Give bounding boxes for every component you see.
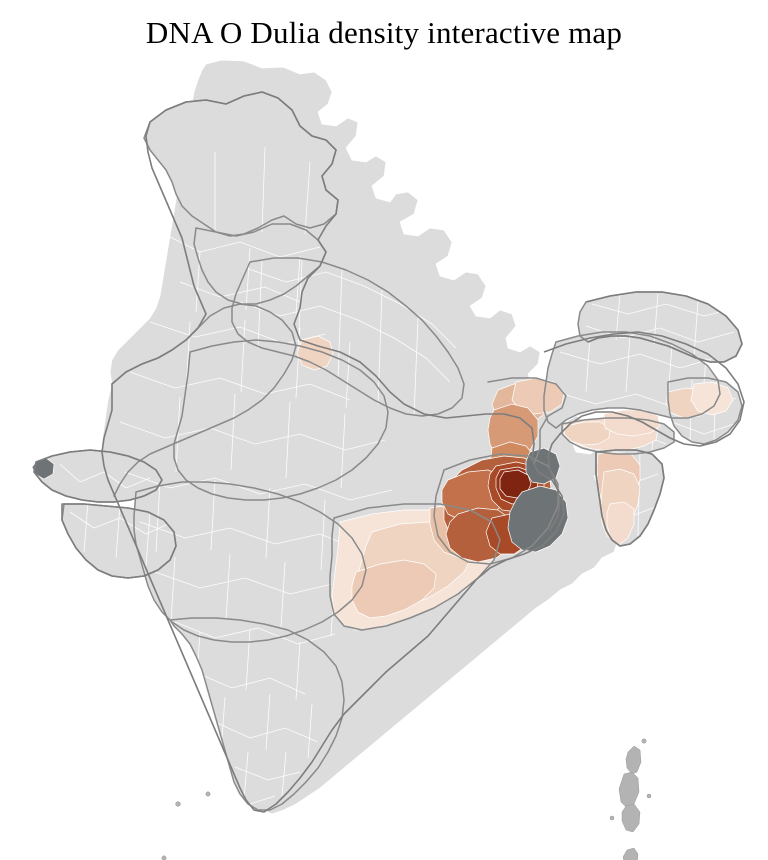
map-canvas[interactable] (0, 52, 768, 860)
island-speck-north[interactable] (641, 738, 647, 744)
island-lakshadweep-three[interactable] (161, 855, 167, 860)
island-speck-east[interactable] (646, 793, 652, 799)
island-lakshadweep-one[interactable] (175, 801, 181, 807)
region-kutch-tip-nodata[interactable] (31, 457, 55, 480)
region-odisha-shade-coast[interactable] (351, 559, 437, 619)
page-title: DNA O Dulia density interactive map (145, 15, 623, 50)
islands-layer[interactable] (161, 738, 677, 860)
region-meghalaya-west-shade[interactable] (563, 421, 611, 446)
island-lakshadweep-two[interactable] (205, 791, 211, 797)
island-andaman-north[interactable] (625, 745, 642, 775)
island-little-andaman[interactable] (622, 847, 639, 860)
region-nagaland-shade[interactable] (690, 381, 734, 416)
region-mizoram-south-shade[interactable] (606, 501, 635, 546)
country-outline-layer (33, 91, 745, 813)
choropleth-layer[interactable] (31, 335, 734, 631)
island-andaman-south[interactable] (621, 803, 641, 833)
india-choropleth-map[interactable] (0, 52, 768, 860)
island-speck-west[interactable] (609, 815, 615, 821)
